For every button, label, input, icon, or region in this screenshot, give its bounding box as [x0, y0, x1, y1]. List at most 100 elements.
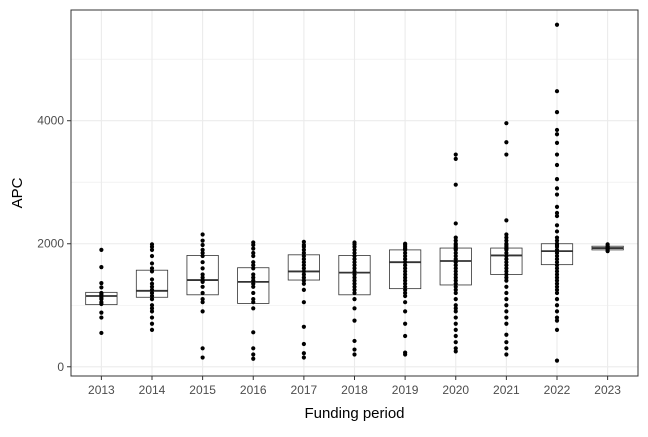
- point-2015-1: [200, 238, 205, 243]
- point-2017-3: [301, 247, 306, 252]
- point-2016-15: [251, 300, 256, 305]
- point-2022-9: [554, 186, 560, 191]
- point-2014-7: [149, 277, 155, 282]
- point-2021-11: [504, 247, 509, 252]
- point-2022-34: [554, 287, 560, 292]
- point-2015-2: [200, 242, 205, 248]
- point-2019-20: [403, 300, 408, 305]
- point-2013-11: [99, 310, 104, 315]
- point-2021-0: [504, 121, 509, 126]
- point-2022-22: [554, 250, 560, 256]
- point-2017-12: [301, 275, 306, 280]
- point-2015-17: [200, 346, 205, 351]
- point-2018-10: [352, 269, 357, 274]
- point-2013-0: [99, 247, 104, 252]
- point-2018-16: [352, 287, 357, 292]
- point-2016-19: [251, 352, 256, 357]
- point-2018-15: [352, 284, 357, 289]
- point-2019-17: [403, 287, 408, 292]
- point-2014-3: [149, 253, 155, 259]
- point-2021-24: [504, 297, 509, 302]
- point-2019-5: [403, 250, 408, 256]
- point-2022-41: [554, 327, 560, 332]
- data-points: [99, 22, 610, 363]
- x-tick-label-2017: 2017: [291, 383, 318, 397]
- point-2014-9: [149, 284, 155, 289]
- point-2019-16: [403, 284, 408, 289]
- point-2018-2: [352, 244, 357, 249]
- point-2021-27: [504, 315, 509, 320]
- y-axis-title: APC: [9, 177, 26, 208]
- point-2021-22: [504, 284, 509, 289]
- point-2021-12: [504, 250, 509, 256]
- point-2018-9: [352, 266, 357, 271]
- point-2013-10: [99, 301, 104, 307]
- point-2020-20: [453, 278, 458, 283]
- point-2017-9: [301, 266, 306, 271]
- point-2014-10: [149, 287, 155, 292]
- point-2014-6: [149, 269, 155, 274]
- point-2020-21: [453, 281, 458, 286]
- point-2021-2: [504, 152, 509, 157]
- point-2015-4: [200, 250, 205, 256]
- point-2019-7: [403, 257, 408, 262]
- point-2018-4: [352, 250, 357, 256]
- point-2018-21: [352, 338, 357, 344]
- point-2020-18: [453, 272, 458, 277]
- point-2022-40: [554, 318, 560, 323]
- point-2022-26: [554, 263, 560, 268]
- x-tick-label-2019: 2019: [392, 383, 419, 397]
- point-2015-14: [200, 297, 205, 302]
- point-2022-23: [554, 253, 560, 259]
- point-2022-8: [554, 177, 560, 182]
- point-2014-4: [149, 261, 155, 266]
- point-2022-5: [554, 140, 560, 145]
- x-tick-label-2023: 2023: [594, 383, 621, 397]
- point-2014-12: [149, 293, 155, 299]
- point-2018-12: [352, 275, 357, 280]
- point-2020-22: [453, 284, 458, 289]
- point-2016-18: [251, 346, 256, 351]
- point-2020-19: [453, 275, 458, 280]
- point-2022-28: [554, 269, 560, 274]
- point-2014-1: [149, 244, 155, 249]
- point-2017-17: [301, 324, 306, 329]
- x-tick-label-2021: 2021: [493, 383, 520, 397]
- point-2017-7: [301, 260, 306, 265]
- point-2018-13: [352, 278, 357, 283]
- point-2022-29: [554, 272, 560, 277]
- point-2014-18: [149, 321, 155, 326]
- point-2023-6: [605, 249, 610, 254]
- point-2021-15: [504, 260, 509, 265]
- point-2022-42: [554, 358, 560, 363]
- point-2022-4: [554, 132, 560, 137]
- point-2022-31: [554, 278, 560, 283]
- point-2021-13: [504, 253, 509, 259]
- point-2016-1: [251, 242, 256, 248]
- point-2022-16: [554, 235, 560, 240]
- point-2017-14: [301, 281, 306, 286]
- point-2016-10: [251, 278, 256, 283]
- point-2020-17: [453, 269, 458, 274]
- point-2020-26: [453, 303, 458, 308]
- point-2019-6: [403, 253, 408, 259]
- point-2022-30: [554, 275, 560, 280]
- point-2017-8: [301, 263, 306, 268]
- point-2017-20: [301, 355, 306, 360]
- point-2014-14: [149, 303, 155, 308]
- point-2020-5: [453, 238, 458, 243]
- point-2015-15: [200, 300, 205, 305]
- point-2016-8: [251, 272, 256, 277]
- point-2021-3: [504, 218, 509, 223]
- point-2015-7: [200, 266, 205, 271]
- point-2017-5: [301, 253, 306, 259]
- point-2015-3: [200, 247, 205, 252]
- point-2022-3: [554, 127, 560, 133]
- point-2021-30: [504, 340, 509, 345]
- point-2017-6: [301, 257, 306, 262]
- point-2015-12: [200, 284, 205, 289]
- x-tick-label-2018: 2018: [341, 383, 368, 397]
- point-2021-29: [504, 332, 509, 337]
- point-2017-2: [301, 244, 306, 249]
- point-2020-16: [453, 266, 458, 271]
